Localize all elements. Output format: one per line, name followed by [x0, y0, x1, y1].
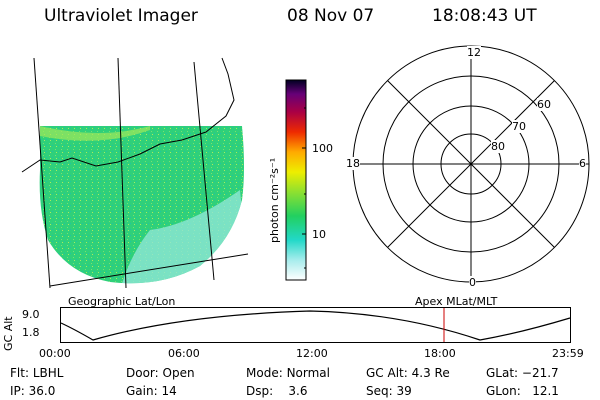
altitude-x-tick: 00:00 — [39, 347, 71, 360]
altitude-x-tick: 18:00 — [424, 347, 456, 360]
altitude-x-tick: 12:00 — [296, 347, 328, 360]
polar-caption: Apex MLat/MLT — [415, 295, 498, 308]
meridian-line — [33, 57, 51, 289]
status-gain: Gain: 14 — [126, 384, 177, 398]
colorbar-unit-label: photon cm⁻²s⁻¹ — [268, 158, 281, 243]
geographic-map — [21, 57, 249, 289]
colorbar: photon cm⁻²s⁻¹ — [268, 79, 307, 281]
altitude-x-tick: 23:59 — [552, 347, 584, 360]
map-caption: Geographic Lat/Lon — [68, 295, 176, 308]
mlt-label-bottom: 0 — [469, 276, 476, 289]
lat-label: 70 — [512, 120, 526, 133]
meridian-line — [193, 61, 215, 281]
status-ip: IP: 36.0 — [10, 384, 56, 398]
mlt-label-top: 12 — [467, 46, 481, 59]
mlt-axis — [387, 80, 555, 248]
status-door: Door: Open — [126, 366, 195, 380]
status-gc-alt: GC Alt: 4.3 Re — [366, 366, 450, 380]
time-label: 18:08:43 UT — [432, 6, 537, 26]
meridian-line — [117, 57, 127, 289]
altitude-y-tick: 9.0 — [22, 308, 40, 321]
status-flt: Flt: LBHL — [10, 366, 64, 380]
lat-label: 60 — [537, 98, 551, 111]
instrument-title: Ultraviolet Imager — [44, 6, 198, 26]
date-label: 08 Nov 07 — [287, 6, 375, 26]
mlt-label-left: 18 — [346, 157, 360, 170]
aurora-image — [39, 126, 244, 284]
mlt-label-right: 6 — [579, 157, 586, 170]
altitude-plot — [60, 307, 571, 343]
colorbar-gradient — [285, 79, 307, 281]
polar-plot — [352, 45, 590, 283]
status-glon: GLon: 12.1 — [486, 384, 559, 398]
colorbar-tick-label: 100 — [312, 142, 333, 155]
altitude-x-tick: 06:00 — [168, 347, 200, 360]
status-mode: Mode: Normal — [246, 366, 330, 380]
status-seq: Seq: 39 — [366, 384, 412, 398]
colorbar-tick-label: 10 — [312, 228, 326, 241]
latitude-line — [49, 253, 249, 287]
status-dsp: Dsp: 3.6 — [246, 384, 308, 398]
altitude-y-tick: 1.8 — [22, 326, 40, 339]
coastline — [21, 57, 235, 173]
status-glat: GLat: −21.7 — [486, 366, 559, 380]
altitude-axis-label: GC Alt — [2, 316, 15, 351]
lat-label: 80 — [491, 140, 505, 153]
altitude-curve — [60, 310, 571, 341]
